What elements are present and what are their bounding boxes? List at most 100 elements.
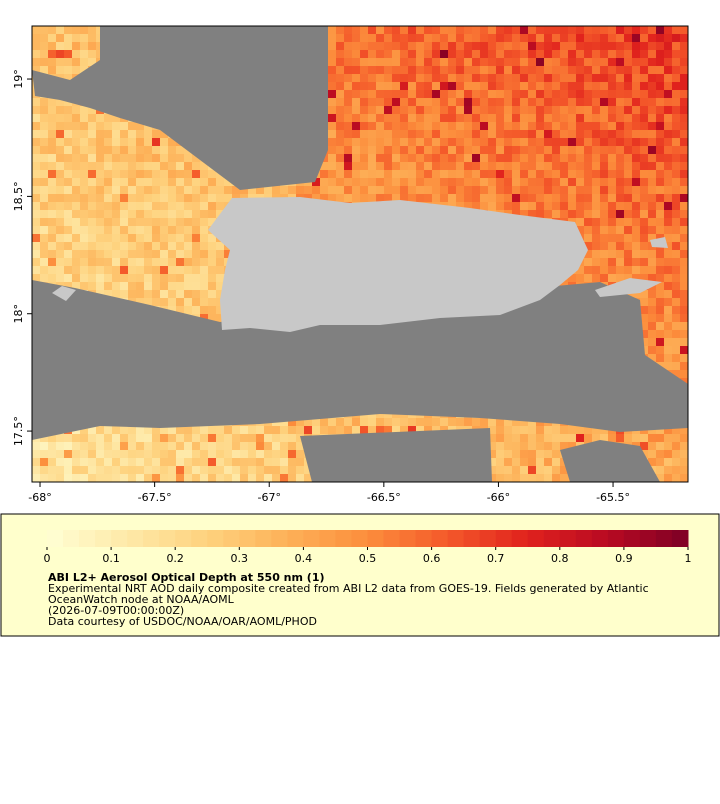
aod-cell: [648, 258, 656, 266]
aod-cell: [240, 186, 248, 194]
aod-cell: [80, 122, 88, 130]
aod-cell: [216, 266, 224, 274]
aod-cell: [616, 234, 624, 242]
aod-cell: [352, 90, 360, 98]
aod-cell: [256, 442, 264, 450]
aod-cell: [536, 458, 544, 466]
aod-cell: [536, 58, 544, 66]
aod-cell: [408, 130, 416, 138]
aod-cell: [464, 170, 472, 178]
aod-cell: [408, 186, 416, 194]
aod-cell: [160, 442, 168, 450]
aod-cell: [368, 154, 376, 162]
aod-cell: [664, 458, 672, 466]
aod-cell: [680, 34, 688, 42]
aod-cell: [80, 138, 88, 146]
aod-cell: [176, 186, 184, 194]
aod-cell: [504, 26, 512, 34]
aod-cell: [488, 106, 496, 114]
aod-cell: [664, 74, 672, 82]
aod-cell: [672, 34, 680, 42]
x-tick-label: -67°: [257, 491, 280, 504]
aod-cell: [592, 266, 600, 274]
aod-cell: [400, 26, 408, 34]
aod-cell: [328, 58, 336, 66]
aod-cell: [672, 66, 680, 74]
aod-cell: [176, 178, 184, 186]
aod-cell: [176, 258, 184, 266]
aod-cell: [680, 474, 688, 482]
aod-cell: [432, 66, 440, 74]
aod-cell: [320, 162, 328, 170]
cloud-mask: [32, 280, 688, 440]
aod-cell: [424, 170, 432, 178]
aod-cell: [344, 186, 352, 194]
aod-cell: [664, 306, 672, 314]
aod-cell: [64, 250, 72, 258]
colorbar-swatch: [239, 530, 256, 547]
aod-cell: [160, 130, 168, 138]
aod-cell: [536, 26, 544, 34]
aod-cell: [616, 90, 624, 98]
aod-cell: [576, 202, 584, 210]
aod-cell: [96, 154, 104, 162]
aod-cell: [192, 170, 200, 178]
aod-cell: [40, 186, 48, 194]
aod-cell: [504, 442, 512, 450]
aod-cell: [640, 274, 648, 282]
aod-cell: [144, 178, 152, 186]
aod-cell: [648, 186, 656, 194]
aod-cell: [592, 106, 600, 114]
aod-cell: [328, 194, 336, 202]
aod-cell: [552, 162, 560, 170]
aod-cell: [672, 282, 680, 290]
aod-cell: [72, 274, 80, 282]
aod-cell: [416, 74, 424, 82]
aod-cell: [424, 146, 432, 154]
aod-cell: [552, 114, 560, 122]
aod-cell: [48, 106, 56, 114]
aod-cell: [192, 250, 200, 258]
aod-cell: [616, 50, 624, 58]
aod-cell: [640, 26, 648, 34]
aod-cell: [512, 194, 520, 202]
aod-cell: [128, 210, 136, 218]
aod-cell: [616, 138, 624, 146]
aod-cell: [160, 474, 168, 482]
aod-cell: [296, 466, 304, 474]
aod-cell: [608, 218, 616, 226]
aod-cell: [184, 194, 192, 202]
aod-cell: [592, 186, 600, 194]
aod-cell: [672, 210, 680, 218]
aod-cell: [632, 114, 640, 122]
aod-cell: [168, 234, 176, 242]
aod-cell: [664, 442, 672, 450]
aod-cell: [64, 226, 72, 234]
aod-cell: [328, 90, 336, 98]
aod-cell: [448, 106, 456, 114]
aod-cell: [536, 74, 544, 82]
aod-cell: [672, 202, 680, 210]
aod-cell: [160, 298, 168, 306]
aod-cell: [40, 194, 48, 202]
aod-cell: [144, 130, 152, 138]
aod-cell: [136, 242, 144, 250]
aod-cell: [80, 442, 88, 450]
aod-cell: [632, 178, 640, 186]
aod-cell: [320, 170, 328, 178]
aod-cell: [136, 218, 144, 226]
aod-cell: [160, 466, 168, 474]
aod-cell: [520, 58, 528, 66]
aod-cell: [552, 178, 560, 186]
aod-cell: [616, 146, 624, 154]
aod-cell: [432, 74, 440, 82]
aod-cell: [128, 218, 136, 226]
aod-cell: [272, 426, 280, 434]
aod-cell: [160, 218, 168, 226]
aod-cell: [512, 50, 520, 58]
aod-cell: [376, 418, 384, 426]
aod-cell: [512, 122, 520, 130]
aod-cell: [488, 434, 496, 442]
aod-cell: [656, 34, 664, 42]
